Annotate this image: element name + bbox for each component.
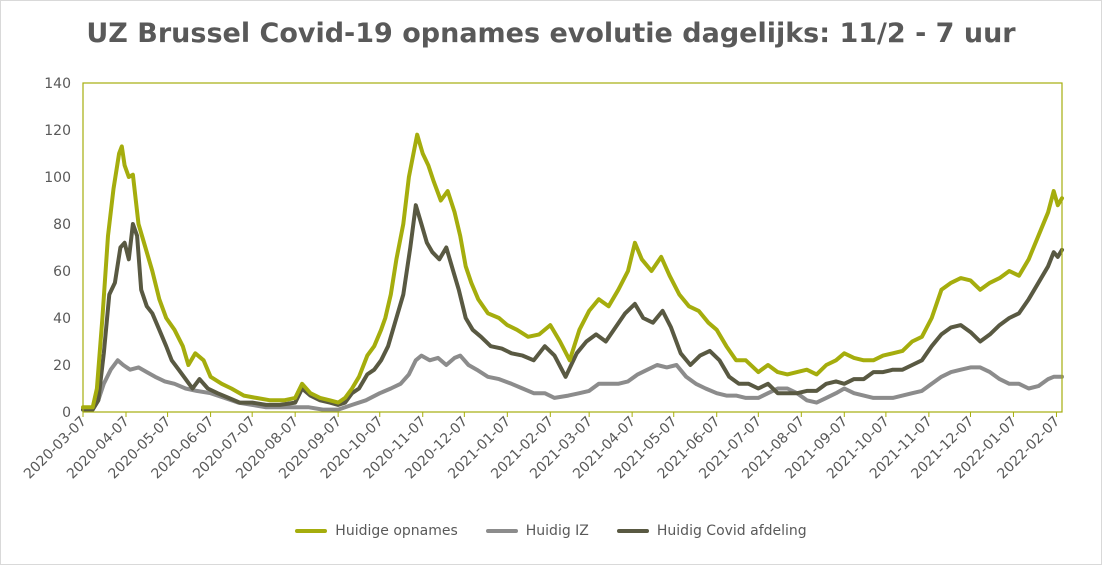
y-tick-label: 140 [44,76,71,92]
series-line-huidig-covid-afdeling [81,203,1064,412]
y-tick-label: 80 [53,217,71,233]
legend-item-huidige-opnames: Huidige opnames [295,523,458,539]
legend-swatch-huidig-covid-afdeling [616,529,649,533]
legend-item-huidig-covid-afdeling: Huidig Covid afdeling [616,523,807,539]
y-tick-label: 20 [53,358,71,374]
y-tick-label: 0 [62,405,71,421]
chart-title: UZ Brussel Covid-19 opnames evolutie dag… [86,18,1016,49]
y-axis: 0 20 40 60 80 100 120 140 [44,76,71,421]
legend: Huidige opnames Huidig IZ Huidig Covid a… [0,523,1102,539]
legend-item-huidig-iz: Huidig IZ [485,523,589,539]
y-tick-label: 100 [44,170,71,186]
x-axis: 2020-03-072020-04-072020-05-072020-06-07… [21,412,1063,482]
legend-swatch-huidige-opnames [295,529,328,533]
y-tick-label: 40 [53,311,71,327]
legend-label-huidig-iz: Huidig IZ [525,523,589,539]
legend-label-huidig-covid-afdeling: Huidig Covid afdeling [656,523,807,539]
legend-swatch-huidig-iz [485,529,518,533]
legend-label-huidige-opnames: Huidige opnames [335,523,458,539]
plot-area [82,82,1063,413]
series-layer [81,132,1064,412]
y-tick-label: 60 [53,264,71,280]
series-line-huidige-opnames [81,132,1064,410]
y-tick-label: 120 [44,123,71,139]
